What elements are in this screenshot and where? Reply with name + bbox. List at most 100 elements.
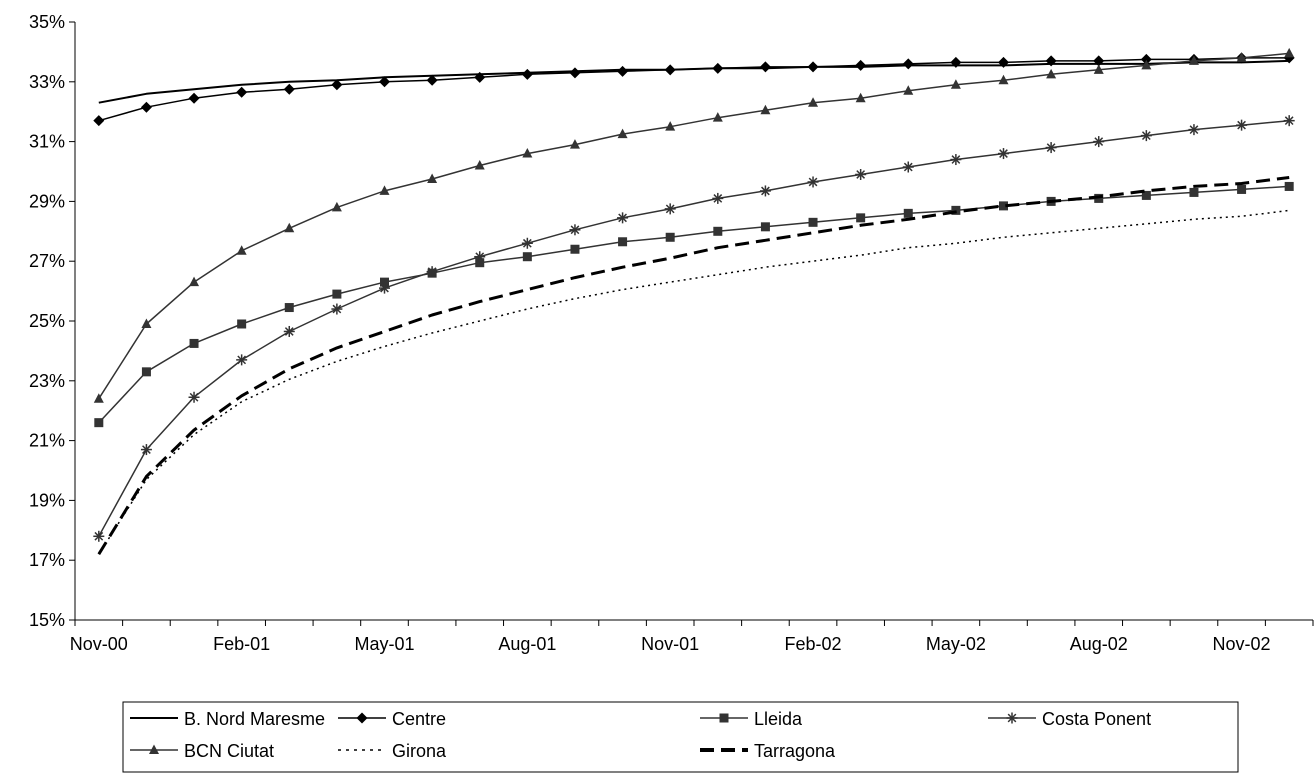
data-point-centre: [807, 61, 819, 73]
series-line-bcn-ciutat: [98, 52, 1290, 400]
data-point-costa-ponent: [855, 168, 867, 180]
legend-marker-costa-ponent: [1006, 712, 1018, 724]
data-point-centre: [93, 115, 105, 127]
y-tick-label: 29%: [29, 191, 65, 211]
data-point-bcn-ciutat: [1093, 64, 1104, 74]
data-point-costa-ponent: [1236, 119, 1248, 131]
data-point-lleida: [856, 213, 866, 223]
data-point-lleida: [665, 232, 675, 242]
x-tick-label: Aug-01: [498, 634, 556, 654]
axes: 15% 17% 19% 21% 23% 25% 27% 29% 31% 33% 35% Nov-00 F…: [29, 12, 1314, 654]
data-point-bcn-ciutat: [236, 245, 247, 255]
data-point-bcn-ciutat: [141, 318, 152, 328]
data-point-centre: [521, 68, 533, 80]
data-point-centre: [331, 79, 343, 91]
data-point-costa-ponent: [759, 185, 771, 197]
data-point-costa-ponent: [1045, 142, 1057, 154]
legend-label: Centre: [392, 709, 446, 729]
x-tick-label: Nov-00: [70, 634, 128, 654]
data-point-centre: [617, 65, 629, 77]
data-point-lleida: [903, 208, 913, 218]
y-tick-label: 25%: [29, 311, 65, 331]
y-tick-label: 17%: [29, 550, 65, 570]
data-point-bcn-ciutat: [427, 173, 438, 183]
data-point-lleida: [141, 367, 151, 377]
data-point-bcn-ciutat: [1046, 68, 1057, 79]
y-tick-label: 27%: [29, 251, 65, 271]
data-point-costa-ponent: [236, 354, 248, 366]
data-point-lleida: [760, 222, 770, 232]
data-point-bcn-ciutat: [903, 85, 914, 95]
series-line-tarragona: [97, 176, 1290, 555]
series-line-costa-ponent: [98, 119, 1290, 537]
data-point-lleida: [1141, 190, 1151, 200]
data-point-bcn-ciutat: [1188, 55, 1199, 65]
y-tick-label: 35%: [29, 12, 65, 32]
x-tick-label: May-01: [354, 634, 414, 654]
legend-label: Tarragona: [754, 741, 836, 761]
data-point-centre: [188, 92, 200, 104]
data-point-lleida: [189, 338, 199, 348]
data-point-bcn-ciutat: [284, 222, 295, 233]
data-point-costa-ponent: [712, 192, 724, 204]
series-line-girona: [98, 209, 1290, 555]
data-point-centre: [759, 61, 771, 73]
legend-marker-centre: [356, 712, 368, 724]
series-costa-ponent: [93, 115, 1295, 542]
legend-item-girona: Girona: [338, 741, 447, 761]
data-point-costa-ponent: [1093, 136, 1105, 148]
data-point-lleida: [332, 289, 342, 299]
series-girona: [98, 209, 1290, 555]
legend-label: Costa Ponent: [1042, 709, 1151, 729]
data-point-costa-ponent: [950, 154, 962, 166]
legend-item-bcn-ciutat: BCN Ciutat: [130, 741, 274, 761]
data-point-centre: [712, 62, 724, 74]
legend-item-b-nord-maresme: B. Nord Maresme: [130, 709, 325, 729]
series-line-b-nord-maresme: [98, 59, 1290, 104]
data-point-bcn-ciutat: [1141, 59, 1152, 70]
x-tick-label: Aug-02: [1070, 634, 1128, 654]
data-point-costa-ponent: [902, 161, 914, 173]
series-line-centre: [98, 57, 1290, 122]
data-point-bcn-ciutat: [474, 160, 485, 170]
data-point-centre: [950, 56, 962, 68]
y-tick-label: 15%: [29, 610, 65, 630]
data-point-costa-ponent: [93, 530, 105, 542]
data-point-centre: [664, 64, 676, 76]
data-point-lleida: [237, 319, 247, 329]
data-point-costa-ponent: [331, 303, 343, 315]
data-point-costa-ponent: [521, 237, 533, 249]
legend-label: B. Nord Maresme: [184, 709, 325, 729]
data-point-centre: [902, 58, 914, 70]
data-point-centre: [474, 71, 486, 83]
data-point-lleida: [1237, 184, 1247, 194]
data-point-centre: [379, 76, 390, 88]
data-point-bcn-ciutat: [1284, 47, 1295, 58]
y-tick-label: 23%: [29, 371, 65, 391]
series-centre: [93, 52, 1295, 127]
y-tick-label: 33%: [29, 72, 65, 92]
data-point-costa-ponent: [807, 176, 819, 188]
legend: B. Nord Maresme Centre Lleida Costa Ponent B…: [122, 701, 1239, 773]
data-point-lleida: [951, 205, 961, 215]
x-tick-label: May-02: [926, 634, 986, 654]
data-point-lleida: [999, 201, 1008, 211]
y-tick-label: 19%: [29, 490, 65, 510]
data-point-bcn-ciutat: [93, 393, 104, 403]
data-point-bcn-ciutat: [855, 92, 866, 103]
data-point-bcn-ciutat: [998, 74, 1009, 85]
data-point-costa-ponent: [474, 251, 486, 263]
series-lleida: [94, 181, 1294, 428]
data-point-bcn-ciutat: [617, 128, 628, 139]
data-point-lleida: [284, 303, 294, 313]
legend-marker-lleida: [719, 713, 729, 723]
data-point-centre: [1140, 53, 1152, 65]
data-point-bcn-ciutat: [522, 148, 533, 158]
data-point-centre: [1093, 55, 1105, 67]
data-point-bcn-ciutat: [331, 201, 342, 212]
data-point-bcn-ciutat: [569, 139, 580, 149]
data-point-lleida: [570, 244, 580, 254]
data-point-lleida: [618, 237, 628, 247]
